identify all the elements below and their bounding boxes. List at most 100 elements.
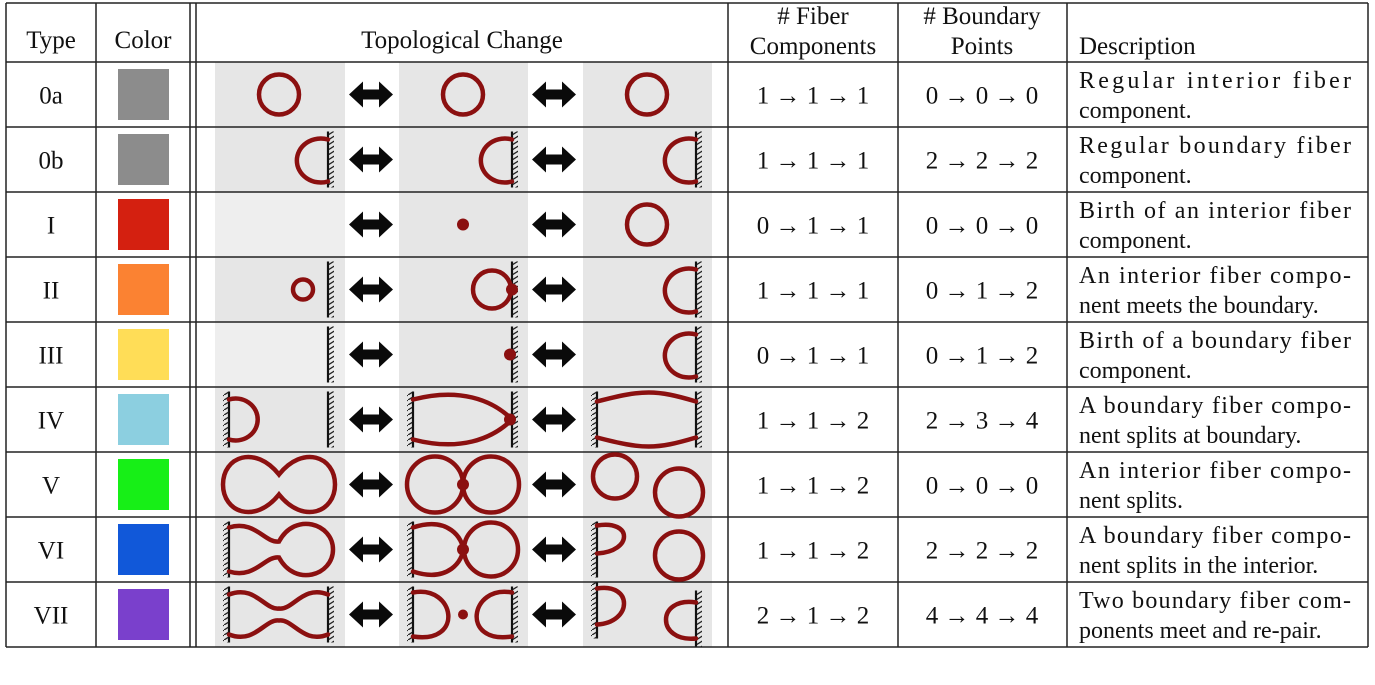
boundary-count-transition: 2 → 2 → 2 [926, 148, 1039, 175]
double-arrow-icon [532, 536, 576, 563]
pictogram-two-arcs-touching [407, 586, 518, 643]
table-row: VI 1 → 1 → 2 2 → 2 → 2 A boundary fiber com… [38, 520, 1351, 582]
pictogram-ellipse-touching-right-wall [407, 391, 518, 448]
pictogram-wall-only [326, 326, 334, 383]
pictogram-small-circle [440, 72, 486, 117]
pictogram-ellipse-spanning-walls [591, 390, 702, 449]
boundary-count-transition: 0 → 0 → 0 [926, 213, 1039, 240]
double-arrow-icon [532, 276, 576, 303]
row-type-label: VII [34, 603, 69, 630]
row-type-label: III [39, 343, 64, 370]
color-swatch [118, 264, 169, 315]
description-line: A boundary fiber compo- [1079, 393, 1351, 419]
fiber-count-transition: 0 → 1 → 1 [757, 343, 870, 370]
double-arrow-icon [349, 601, 393, 628]
color-swatch [118, 394, 169, 445]
description-line: Regular interior fiber [1079, 68, 1351, 94]
description-line: Birth of an interior fiber [1079, 198, 1351, 224]
row-type-label: II [43, 278, 60, 305]
header-description: Description [1079, 33, 1196, 60]
pictogram-dot-on-wall [504, 326, 518, 383]
table-row: II 1 → 1 → 1 0 → 1 → 2 An interior fiber co… [43, 261, 1351, 319]
color-swatch [118, 459, 169, 510]
color-swatch [118, 69, 169, 120]
boundary-count-transition: 0 → 1 → 2 [926, 278, 1039, 305]
double-arrow-icon [349, 211, 393, 238]
double-arrow-icon [349, 406, 393, 433]
pictogram-figure-eight-on-wall [407, 520, 521, 579]
pictogram-two-arcs-separated [591, 582, 702, 647]
fiber-count-transition: 2 → 1 → 2 [757, 603, 870, 630]
color-swatch [118, 199, 169, 250]
header-fiber-line2: Components [750, 33, 876, 60]
boundary-count-transition: 2 → 3 → 4 [926, 408, 1039, 435]
header-type: Type [26, 27, 76, 54]
row-type-label: 0b [39, 148, 64, 175]
header-fiber-line1: # Fiber [777, 3, 849, 30]
boundary-count-transition: 2 → 2 → 2 [926, 538, 1039, 565]
pictogram-boundary-arc [294, 131, 334, 188]
fiber-count-transition: 1 → 1 → 2 [757, 473, 870, 500]
double-arrow-icon [349, 471, 393, 498]
pictogram-boundary-arc [662, 261, 702, 318]
fiber-count-transition: 1 → 1 → 1 [757, 148, 870, 175]
double-arrow-icon [532, 146, 576, 173]
row-type-label: V [42, 473, 60, 500]
table-row: IV 1 → 1 → 2 2 → 3 → 4 A boundary fiber com… [38, 390, 1351, 449]
header-boundary-line2: Points [951, 33, 1014, 60]
pictogram-two-circles [590, 452, 706, 519]
pictogram-figure-eight [404, 454, 522, 515]
description-line: A boundary fiber compo- [1079, 523, 1351, 549]
double-arrow-icon [532, 406, 576, 433]
table-row: VII 2 → 1 → 2 4 → 4 → 4 Two boundary fiber … [34, 582, 1351, 647]
description-line: Two boundary fiber com- [1079, 588, 1351, 614]
header-boundary-line1: # Boundary [923, 3, 1041, 30]
figure-caption-fragment [6, 668, 1366, 682]
row-type-label: I [47, 213, 55, 240]
table-row: V 1 → 1 → 2 0 → 0 → 0 An interior fiber com… [42, 452, 1351, 519]
double-arrow-icon [532, 81, 576, 108]
pictogram-boundary-arc [662, 326, 702, 383]
pictogram-small-circle [256, 72, 302, 117]
table-row: III 0 → 1 → 1 0 → 1 → 2 Birth of a boundary… [39, 326, 1351, 384]
double-arrow-icon [349, 341, 393, 368]
pictogram-tiny-circle-near-wall [290, 261, 334, 318]
header-color: Color [115, 27, 173, 54]
description-line: nent meets the boundary. [1079, 293, 1319, 319]
pictogram-peanut [220, 454, 338, 515]
double-arrow-icon [349, 81, 393, 108]
double-arrow-icon [349, 146, 393, 173]
double-arrow-icon [349, 276, 393, 303]
pictogram-arc-and-circle [591, 521, 706, 582]
description-line: nent splits at boundary. [1079, 423, 1301, 449]
description-line: component. [1079, 358, 1192, 384]
double-arrow-icon [532, 211, 576, 238]
description-line: Birth of a boundary fiber [1079, 328, 1351, 354]
pictogram-boundary-arc [662, 131, 702, 188]
description-line: component. [1079, 163, 1192, 189]
color-swatch [118, 524, 169, 575]
description-line: nent splits in the interior. [1079, 553, 1318, 579]
double-arrow-icon [349, 536, 393, 563]
pictogram-peanut-on-wall [223, 521, 336, 578]
pictogram-peanut-two-walls [223, 586, 334, 643]
row-type-label: IV [38, 408, 64, 435]
color-swatch [118, 589, 169, 640]
boundary-count-transition: 0 → 0 → 0 [926, 473, 1039, 500]
double-arrow-icon [532, 601, 576, 628]
description-line: component. [1079, 98, 1192, 124]
boundary-count-transition: 4 → 4 → 4 [926, 603, 1039, 630]
color-swatch [118, 134, 169, 185]
boundary-count-transition: 0 → 0 → 0 [926, 83, 1039, 110]
pictogram-small-circle [624, 202, 670, 247]
double-arrow-icon [532, 341, 576, 368]
pictogram-dot [457, 218, 469, 231]
fiber-count-transition: 1 → 1 → 1 [757, 83, 870, 110]
fiber-count-transition: 1 → 1 → 1 [757, 278, 870, 305]
double-arrow-icon [532, 471, 576, 498]
description-line: An interior fiber compo- [1079, 263, 1351, 289]
description-line: Regular boundary fiber [1079, 133, 1351, 159]
row-type-label: VI [38, 538, 64, 565]
pictogram-circle-touching-wall [470, 261, 518, 318]
